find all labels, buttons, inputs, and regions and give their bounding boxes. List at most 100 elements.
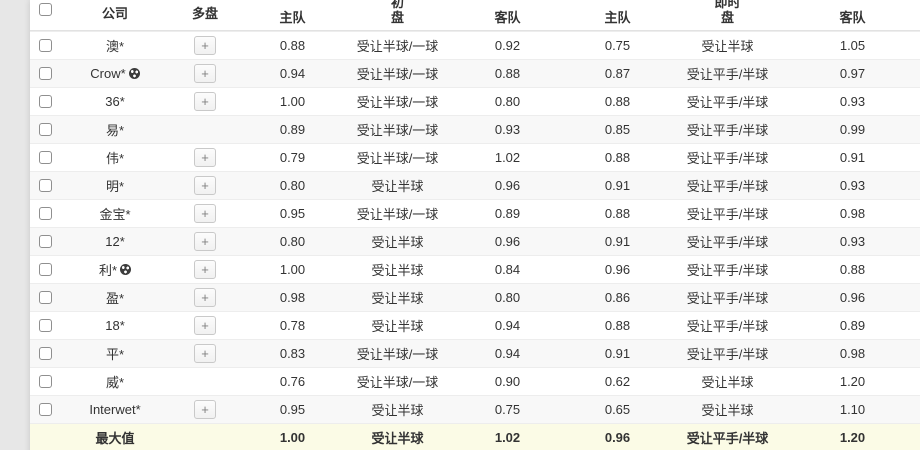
- row-checkbox[interactable]: [38, 263, 52, 276]
- row-select-cell: [30, 228, 60, 255]
- table-row: 明* + 0.80 受让半球 0.96 0.91 受让平手/半球 0.93: [30, 171, 920, 199]
- expand-multi-button[interactable]: +: [194, 344, 216, 363]
- live-home-odds: 0.65: [604, 402, 631, 417]
- company-name: 金宝*: [99, 207, 131, 222]
- company-cell: Interwet*: [60, 396, 170, 423]
- live-home-odds: 0.91: [604, 178, 631, 193]
- row-checkbox[interactable]: [38, 179, 52, 192]
- row-checkbox[interactable]: [38, 39, 52, 52]
- initial-home-odds: 0.78: [279, 318, 306, 333]
- expand-multi-button[interactable]: +: [194, 176, 216, 195]
- initial-handicap: 受让半球/一球: [356, 375, 439, 390]
- expand-multi-button[interactable]: +: [194, 36, 216, 55]
- expand-multi-button[interactable]: +: [194, 288, 216, 307]
- live-handicap: 受让半球: [701, 403, 754, 418]
- company-cell: 澳*: [60, 32, 170, 59]
- multi-cell: +: [170, 424, 240, 450]
- live-home-odds: 0.87: [604, 66, 631, 81]
- initial-home-odds: 0.89: [279, 122, 306, 137]
- plus-icon: +: [201, 37, 209, 53]
- row-select-cell: [30, 88, 60, 115]
- header-cell-multi: 多盘: [170, 0, 240, 30]
- live-home-odds: 0.86: [604, 290, 631, 305]
- row-checkbox[interactable]: [38, 403, 52, 416]
- row-select-cell: [30, 284, 60, 311]
- multi-cell: +: [170, 144, 240, 171]
- expand-multi-button[interactable]: +: [194, 92, 216, 111]
- expand-multi-button[interactable]: +: [194, 260, 216, 279]
- live-handicap: 受让半球: [701, 375, 754, 390]
- row-select-cell: [30, 340, 60, 367]
- row-checkbox[interactable]: [38, 207, 52, 220]
- live-handicap: 受让平手/半球: [686, 123, 769, 138]
- live-home-odds: 0.88: [604, 94, 631, 109]
- row-checkbox[interactable]: [38, 95, 52, 108]
- multi-cell: +: [170, 116, 240, 143]
- header-cell-initial-handicap: 初 盘: [345, 0, 450, 30]
- row-select-cell: [30, 256, 60, 283]
- initial-handicap: 受让半球: [371, 403, 424, 418]
- row-checkbox[interactable]: [38, 291, 52, 304]
- table-row: 伟* + 0.79 受让半球/一球 1.02 0.88 受让平手/半球 0.91: [30, 143, 920, 171]
- live-home-odds: 0.91: [604, 234, 631, 249]
- plus-icon: +: [201, 205, 209, 221]
- row-select-cell: [30, 312, 60, 339]
- header-company-label: 公司: [101, 6, 128, 21]
- expand-multi-button[interactable]: +: [194, 64, 216, 83]
- expand-multi-button[interactable]: +: [194, 148, 216, 167]
- table-row: 金宝* + 0.95 受让半球/一球 0.89 0.88 受让平手/半球 0.9…: [30, 199, 920, 227]
- row-select-cell: [30, 200, 60, 227]
- row-checkbox[interactable]: [38, 67, 52, 80]
- row-select-cell: [30, 32, 60, 59]
- company-cell: 威*: [60, 368, 170, 395]
- initial-handicap: 受让半球: [371, 291, 424, 306]
- live-home-odds: 0.91: [604, 346, 631, 361]
- live-home-odds: 0.75: [604, 38, 631, 53]
- initial-home-odds: 1.00: [279, 430, 306, 445]
- expand-multi-button[interactable]: +: [194, 400, 216, 419]
- header-cell-company: 公司: [60, 0, 170, 30]
- table-row: 18* + 0.78 受让半球 0.94 0.88 受让平手/半球 0.89: [30, 311, 920, 339]
- live-away-odds: 0.98: [839, 206, 866, 221]
- table-body: 澳* + 0.88 受让半球/一球 0.92 0.75 受让半球 1.05 Cr…: [30, 31, 920, 450]
- initial-handicap: 受让半球/一球: [356, 95, 439, 110]
- row-checkbox[interactable]: [38, 123, 52, 136]
- row-checkbox[interactable]: [38, 375, 52, 388]
- header-cell-initial-away: 客队: [450, 0, 565, 30]
- company-cell: 36*: [60, 88, 170, 115]
- select-all-checkbox[interactable]: [38, 3, 52, 16]
- header-multi-label: 多盘: [191, 6, 218, 21]
- multi-cell: +: [170, 60, 240, 87]
- expand-multi-button[interactable]: +: [194, 232, 216, 251]
- row-checkbox[interactable]: [38, 235, 52, 248]
- multi-cell: +: [170, 396, 240, 423]
- initial-home-odds: 1.00: [279, 94, 306, 109]
- expand-multi-button[interactable]: +: [194, 316, 216, 335]
- row-checkbox[interactable]: [38, 151, 52, 164]
- live-handicap: 受让平手/半球: [686, 263, 769, 278]
- table-row: 12* + 0.80 受让半球 0.96 0.91 受让平手/半球 0.93: [30, 227, 920, 255]
- initial-handicap: 受让半球/一球: [356, 151, 439, 166]
- table-row: 平* + 0.83 受让半球/一球 0.94 0.91 受让平手/半球 0.98: [30, 339, 920, 367]
- live-away-odds: 0.93: [839, 94, 866, 109]
- live-away-odds: 0.93: [839, 178, 866, 193]
- table-row: 威* + 0.76 受让半球/一球 0.90 0.62 受让半球 1.20: [30, 367, 920, 395]
- expand-multi-button[interactable]: +: [194, 204, 216, 223]
- initial-home-odds: 0.80: [279, 234, 306, 249]
- row-checkbox[interactable]: [38, 319, 52, 332]
- live-away-odds: 0.98: [839, 346, 866, 361]
- live-handicap: 受让平手/半球: [686, 207, 769, 222]
- company-cell: 最大值: [60, 424, 170, 450]
- live-home-odds: 0.88: [604, 318, 631, 333]
- header-cell-select: [30, 0, 60, 30]
- company-name: 12*: [105, 234, 125, 249]
- row-checkbox[interactable]: [38, 347, 52, 360]
- plus-icon: +: [201, 93, 209, 109]
- live-away-odds: 1.10: [839, 402, 866, 417]
- company-name: 18*: [105, 318, 125, 333]
- initial-away-odds: 0.88: [494, 66, 521, 81]
- row-select-cell: [30, 396, 60, 423]
- plus-icon: +: [201, 177, 209, 193]
- initial-home-odds: 0.94: [279, 66, 306, 81]
- company-name: 澳*: [105, 39, 125, 54]
